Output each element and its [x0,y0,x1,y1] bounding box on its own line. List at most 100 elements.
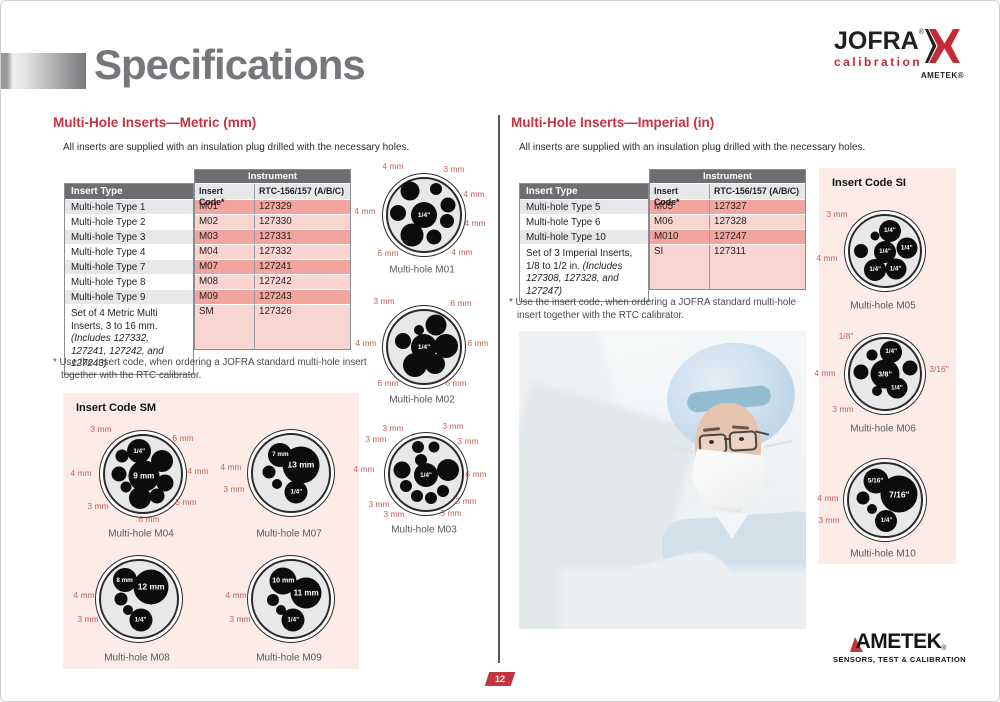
dimension-label: 3 mm [373,296,395,306]
drill-hole [400,181,420,201]
dimension-label: 6 mm [450,298,472,308]
insert-type-row: Multi-hole Type 7 [65,259,193,274]
insert-disc-m02: 1/4" [386,309,462,385]
insert-code-cell: M01 [199,201,219,212]
metric-section-title: Multi-Hole Inserts—Metric (mm) [53,115,257,130]
insert-code-cell: M02 [199,216,219,227]
dimension-label: 4 mm [464,218,486,228]
insert-caption-m01: Multi-hole M01 [389,264,455,276]
insert-code-cell: M09 [199,291,219,302]
insert-code-cell: M010 [654,231,679,242]
jofra-mark-icon [924,29,960,63]
insert-type-row: Multi-hole Type 3 [65,229,193,244]
insert-type-row: Multi-hole Type 9 [65,289,193,304]
insert-type-cell: Multi-hole Type 7 [71,261,146,273]
rtc-part-number-cell: 127241 [254,260,350,274]
insert-code-cell: M05 [654,201,674,212]
drill-hole [395,332,412,349]
dimension-label: 3 mm [440,508,462,518]
instrument-row: M09 127243 [195,289,350,304]
insert-type-row: Multi-hole Type 1 [65,199,193,214]
page-title: Specifications [94,41,366,88]
dimension-label: 3 mm [442,421,464,431]
drill-hole [440,197,456,213]
ametek-triangle-icon [849,637,863,652]
insert-code-si-label: Insert Code SI [832,177,906,189]
insert-code-cell: M04 [199,246,219,257]
column-header-insert-type: Insert Type [520,184,648,199]
drill-hole [426,229,442,245]
column-header-rtc: RTC-156/157 (A/B/C) [254,184,350,199]
dimension-label: 3 mm [368,499,390,509]
dimension-label: 3 mm [443,164,465,174]
instrument-row: M010 127247 [650,229,805,244]
insert-type-note: (Includes 127308, 127328, and 127247) [526,260,623,297]
rtc-part-number-cell: 127328 [709,215,805,229]
jofra-brand-text: JOFRA [834,27,919,55]
glasses-bridge [724,438,731,440]
face-mask [691,449,769,513]
dimension-label: 3 mm [365,434,387,444]
eye [709,440,714,444]
drill-hole [402,353,427,377]
column-headers-row: Insert Code* RTC-156/157 (A/B/C) [650,183,805,207]
ametek-tagline: SENSORS, TEST & CALIBRATION [833,655,967,664]
insert-type-row: Multi-hole Type 10 [520,229,648,244]
instrument-row: M06 127328 [650,214,805,229]
jofra-logo: JOFRA® calibration AMETEK® [834,27,964,81]
insert-type-cell: Multi-hole Type 3 [71,231,146,243]
drill-hole [399,479,412,492]
rtc-part-number-cell: 127330 [254,215,350,229]
insert-type-cell: Multi-hole Type 8 [71,276,146,288]
drill-hole [424,354,445,375]
cleanroom-photo [519,331,806,629]
drill-hole [414,454,427,467]
column-header-insert-code: Insert Code* [199,186,225,207]
rtc-part-number-cell: 127329 [254,200,350,214]
drill-hole [412,441,425,454]
rtc-part-number-cell: 127242 [254,275,350,289]
insert-type-note: (Includes 127332, 127241, 127242, and 12… [71,333,164,370]
photo-foreground-blur [559,569,806,629]
rtc-part-number-cell: 127247 [709,230,805,244]
drill-hole [429,183,442,196]
dimension-label: 4 mm [382,161,404,171]
imperial-instrument-table: Instrument Insert Code* RTC-156/157 (A/B/C… [649,169,806,290]
insert-type-cell: Multi-hole Type 6 [526,216,601,228]
drill-hole [413,325,424,336]
rtc-part-number-cell: 127311 [709,245,805,289]
drill-hole [425,314,447,336]
insert-type-cell: Multi-hole Type 5 [526,201,601,213]
instrument-row: M07 127241 [195,259,350,274]
dimension-label: 6 mm [467,338,489,348]
insert-code-cell: M06 [654,216,674,227]
column-header-insert-code: Insert Code* [654,186,680,207]
drill-hole: 1/4" [411,334,437,360]
drill-hole [393,461,411,479]
insert-type-row: Set of 3 Imperial Inserts, 1/8 to 1/2 in… [520,244,648,302]
drill-hole [425,492,438,505]
metric-instrument-table: Instrument Insert Code* RTC-156/157 (A/B/C… [194,169,351,350]
metric-footnote: * Use the insert code, when ordering a J… [53,357,367,381]
insert-caption-m03: Multi-hole M03 [391,524,457,536]
insert-code-cell: SI [654,246,664,257]
rtc-part-number-cell: 127327 [709,200,805,214]
drill-hole [400,223,424,247]
registered-mark: ® [941,645,947,652]
imperial-section-title: Multi-Hole Inserts—Imperial (in) [511,115,715,130]
mask-strap [763,439,793,449]
insert-type-cell: Multi-hole Type 1 [71,201,146,213]
instrument-row: SM 127326 [195,304,350,349]
imperial-insert-type-table: Insert Type Multi-hole Type 5 Multi-hole T… [519,183,649,303]
drill-hole [410,490,423,503]
insert-type-cell: Set of 4 Metric Multi Inserts, 3 to 16 m… [71,308,158,332]
jofra-mark-right-chevron [942,29,960,63]
page-number: 12 [494,674,505,684]
jofra-ametek-text: AMETEK® [920,71,964,80]
instrument-row: M04 127332 [195,244,350,259]
dimension-label: 6 mm [465,469,487,479]
drill-hole: 1/4" [414,463,438,488]
dimension-label: 3 mm [457,436,479,446]
insert-code-sm-label: Insert Code SM [76,402,157,414]
ametek-logo: AMETEK ® SENSORS, TEST & CALIBRATION [833,631,967,664]
